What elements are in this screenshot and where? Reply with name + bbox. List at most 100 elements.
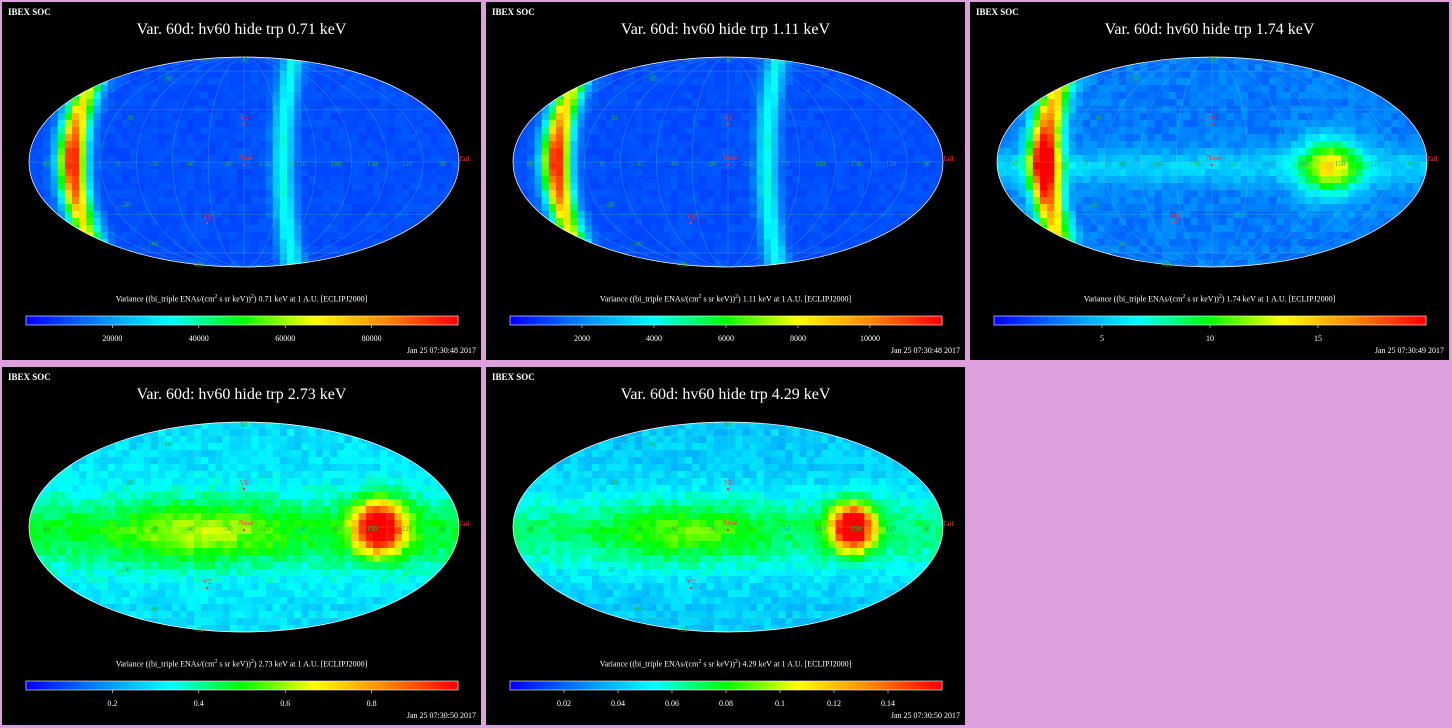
map-cell	[265, 113, 274, 121]
map-cell	[763, 183, 772, 191]
map-cell	[36, 190, 44, 198]
map-cell	[842, 225, 851, 233]
map-cell	[208, 232, 216, 240]
map-cell	[706, 113, 715, 121]
map-cell	[330, 260, 338, 267]
map-cell	[351, 183, 360, 191]
map-cell	[1004, 225, 1012, 233]
colorbar-segment	[238, 316, 243, 325]
map-cell	[1204, 85, 1213, 93]
map-cell	[79, 176, 87, 184]
map-cell	[749, 99, 758, 107]
map-cell	[451, 155, 459, 163]
map-cell	[373, 120, 381, 128]
map-cell	[706, 92, 715, 100]
map-cell	[201, 92, 209, 100]
map-cell	[322, 260, 331, 267]
map-cell	[1204, 169, 1213, 177]
map-cell	[828, 169, 837, 177]
map-cell	[1097, 71, 1106, 79]
map-cell	[892, 106, 901, 114]
colorbar-segment	[855, 316, 860, 325]
map-cell	[43, 246, 52, 254]
map-cell	[907, 99, 915, 107]
map-cell	[308, 155, 317, 163]
map-cell	[706, 134, 715, 142]
map-cell	[1133, 141, 1141, 149]
map-cell	[620, 204, 629, 212]
map-cell	[1183, 260, 1192, 267]
map-cell	[1083, 211, 1091, 219]
map-cell	[835, 71, 844, 79]
map-cell	[1240, 106, 1249, 114]
map-cell	[1219, 57, 1227, 65]
map-cell	[344, 134, 353, 142]
map-cell	[1040, 176, 1048, 184]
map-cell	[1090, 113, 1098, 121]
colorbar-segment	[375, 316, 380, 325]
map-cell	[649, 225, 657, 233]
map-cell	[706, 85, 715, 93]
map-cell	[613, 197, 622, 205]
map-cell	[548, 211, 557, 219]
map-cell	[842, 204, 851, 212]
map-cell	[215, 176, 224, 184]
map-cell	[692, 162, 700, 170]
map-cell	[1032, 204, 1041, 212]
map-cell	[728, 57, 736, 65]
map-cell	[1068, 113, 1077, 121]
map-cell	[122, 225, 130, 233]
map-cell	[1018, 218, 1027, 226]
map-cell	[871, 155, 880, 163]
map-cell	[921, 148, 930, 156]
map-cell	[706, 260, 715, 267]
longitude-line	[584, 57, 872, 267]
map-cell	[1004, 64, 1012, 72]
map-cell	[215, 127, 224, 135]
map-cell	[685, 120, 693, 128]
map-cell	[756, 57, 765, 65]
map-cell	[606, 64, 614, 72]
map-cell	[663, 134, 672, 142]
map-cell	[634, 183, 643, 191]
map-cell	[244, 190, 252, 198]
map-cell	[1118, 162, 1127, 170]
map-cell	[437, 183, 446, 191]
map-cell	[1118, 127, 1127, 135]
map-cell	[792, 57, 801, 65]
colorbar-segment	[353, 316, 358, 325]
map-cell	[692, 239, 700, 247]
map-cell	[1169, 211, 1177, 219]
map-cell	[814, 239, 822, 247]
map-cell	[373, 148, 381, 156]
map-cell	[86, 225, 95, 233]
map-cell	[1104, 85, 1113, 93]
colorbar	[509, 315, 943, 328]
map-cell	[279, 92, 288, 100]
map-cell	[1154, 127, 1163, 135]
map-cell	[892, 64, 901, 72]
map-cell	[907, 253, 915, 261]
map-cell	[79, 148, 87, 156]
map-cell	[1240, 85, 1249, 93]
map-cell	[907, 134, 915, 142]
map-cell	[713, 239, 722, 247]
colorbar-segment	[310, 316, 315, 325]
map-cell	[236, 225, 245, 233]
map-cell	[520, 134, 528, 142]
map-cell	[627, 239, 636, 247]
map-cell	[351, 225, 360, 233]
map-cell	[570, 204, 579, 212]
colorbar-segment	[654, 316, 659, 325]
map-cell	[301, 225, 310, 233]
map-cell	[1083, 148, 1091, 156]
map-cell	[150, 211, 159, 219]
map-cell	[294, 120, 302, 128]
map-cell	[728, 134, 736, 142]
map-cell	[871, 120, 880, 128]
map-cell	[208, 260, 216, 267]
map-cell	[591, 71, 600, 79]
map-cell	[649, 190, 657, 198]
map-cell	[720, 85, 729, 93]
map-cell	[914, 85, 923, 93]
